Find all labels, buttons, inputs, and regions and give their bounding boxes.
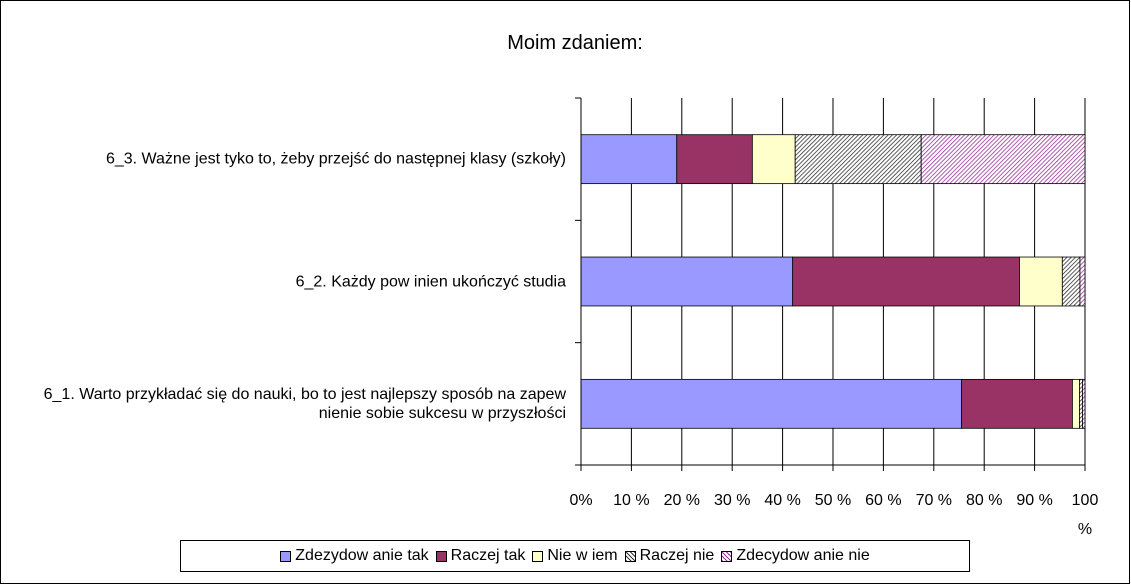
category-label: 6_1. Warto przykładać się do nauki, bo t… <box>43 385 566 422</box>
x-tick-label: 50 % <box>814 492 852 509</box>
x-tick-label: 10 % <box>613 492 650 509</box>
bar-segment <box>676 134 753 185</box>
legend-label: Zdezydow anie tak <box>295 547 429 564</box>
bar-segment <box>580 134 678 185</box>
legend-swatch <box>624 550 636 562</box>
legend-item: Nie w iem <box>532 547 618 565</box>
bar-segment <box>794 134 922 185</box>
legend-item: Zdezydow anie tak <box>280 547 429 565</box>
bar-segment <box>920 134 1086 185</box>
bar-segment <box>1072 378 1080 429</box>
legend-label: Raczej tak <box>450 547 526 564</box>
x-tick-label: 60 % <box>865 492 902 509</box>
legend-label: Nie w iem <box>547 547 618 564</box>
chart-title: Moim zdaniem: <box>507 32 643 54</box>
legend-item: Zdecydow anie nie <box>721 547 870 565</box>
bar-segment <box>1079 378 1083 429</box>
x-tick-label: 30 % <box>713 492 751 509</box>
x-tick-label: 70 % <box>915 492 953 509</box>
bar-segment <box>792 256 1020 307</box>
x-tick-label: 40 % <box>764 492 801 509</box>
legend-swatch <box>435 550 447 562</box>
category-label: 6_3. Ważne jest tyko to, żeby przejść do… <box>105 150 566 168</box>
bar-segment <box>580 378 962 429</box>
x-tick-label: 90 % <box>1016 492 1053 509</box>
x-tick-label: 20 % <box>663 492 701 509</box>
bar-segment <box>961 378 1073 429</box>
legend-swatch <box>721 550 733 562</box>
legend-swatch <box>280 550 292 562</box>
legend-item: Raczej tak <box>435 547 526 565</box>
legend-label: Zdecydow anie nie <box>736 547 870 564</box>
legend-label: Raczej nie <box>639 547 715 564</box>
bar-segment <box>1061 256 1081 307</box>
bar-segment <box>1082 378 1086 429</box>
bar-segment <box>1019 256 1063 307</box>
x-tick-label: 100 % <box>1071 492 1099 538</box>
bar-segment <box>580 256 794 307</box>
bar-segment <box>1079 256 1086 307</box>
x-tick-label: 0% <box>569 492 593 509</box>
x-tick-label: 80 % <box>965 492 1003 509</box>
bar-segment <box>751 134 796 185</box>
legend-item: Raczej nie <box>624 547 715 565</box>
legend: Zdezydow anie tak Raczej tak Nie w iem Racz… <box>180 540 970 572</box>
category-label: 6_2. Każdy pow inien ukończyć studia <box>295 273 566 290</box>
legend-swatch <box>532 550 544 562</box>
